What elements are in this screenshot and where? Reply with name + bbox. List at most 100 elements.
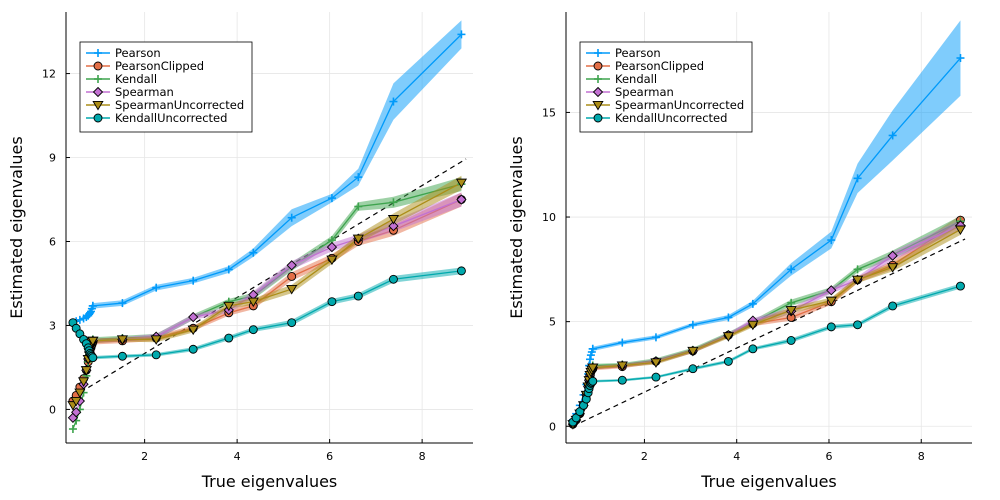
- point-KendallUncorrected-6: [786, 336, 796, 345]
- y-tick-label-1: 3: [49, 319, 56, 332]
- cluster-point-KendallUncorrected-10: [88, 353, 98, 363]
- markers-KendallUncorrected: [588, 281, 965, 386]
- line-SpearmanUncorrected: [92, 182, 462, 342]
- point-KendallUncorrected-4: [224, 333, 234, 343]
- legend-label-PearsonClipped: PearsonClipped: [115, 59, 204, 73]
- point-SpearmanUncorrected-2: [150, 335, 162, 345]
- point-KendallUncorrected-10: [956, 281, 965, 291]
- cluster-point-KendallUncorrected-10: [588, 376, 598, 386]
- plot-area: [567, 20, 967, 430]
- point-KendallUncorrected-4: [723, 356, 733, 366]
- legend-label-Pearson: Pearson: [115, 46, 161, 60]
- markers-PearsonClipped: [588, 215, 965, 374]
- x-tick-label-3: 8: [918, 450, 925, 463]
- point-Spearman-9: [388, 220, 399, 232]
- x-axis-label: True eigenvalues: [201, 472, 338, 491]
- markers-Kendall: [88, 180, 466, 344]
- point-SpearmanUncorrected-3: [187, 325, 199, 336]
- cluster-point-SpearmanUncorrected-1: [70, 396, 82, 407]
- x-tick-label-0: 2: [141, 450, 148, 463]
- x-axis-label: True eigenvalues: [700, 472, 837, 491]
- legend-marker-SpearmanUncorrected: [92, 100, 104, 111]
- markers-Kendall: [588, 217, 965, 370]
- band-KendallUncorrected: [592, 283, 961, 383]
- legend-box: [79, 41, 253, 133]
- point-KendallUncorrected-1: [617, 375, 627, 385]
- legend-label-Kendall: Kendall: [615, 72, 657, 86]
- series-SpearmanUncorrected: [72, 175, 462, 406]
- band-Kendall: [92, 177, 462, 342]
- point-SpearmanUncorrected-3: [687, 346, 699, 357]
- point-SpearmanUncorrected-1: [616, 361, 628, 372]
- legend-label-KendallUncorrected: KendallUncorrected: [115, 111, 227, 125]
- point-KendallUncorrected-8: [853, 320, 863, 330]
- point-SpearmanUncorrected-5: [247, 297, 259, 308]
- cluster-point-SpearmanUncorrected-2: [74, 388, 86, 399]
- legend: PearsonPearsonClippedKendallSpearmanSpea…: [579, 41, 753, 133]
- cluster-point-SpearmanUncorrected-10: [87, 336, 99, 347]
- legend-label-Pearson: Pearson: [615, 46, 661, 60]
- legend-marker-KendallUncorrected: [93, 113, 103, 123]
- point-KendallUncorrected-7: [327, 297, 337, 307]
- band-PearsonClipped: [592, 214, 961, 371]
- point-KendallUncorrected-5: [248, 325, 258, 335]
- legend-label-Spearman: Spearman: [615, 85, 674, 99]
- point-SpearmanUncorrected-7: [825, 296, 837, 307]
- plot-left: 2 4 6 8 0 3 6 9 12 True eigenvalues Estimated eige…: [7, 12, 473, 491]
- point-KendallUncorrected-10: [456, 266, 466, 276]
- legend-label-KendallUncorrected: KendallUncorrected: [615, 111, 727, 125]
- y-tick-label-2: 6: [49, 235, 56, 248]
- y-tick-label-3: 9: [49, 152, 56, 165]
- point-KendallUncorrected-2: [151, 350, 161, 360]
- markers-Pearson: [588, 54, 965, 353]
- y-tick-label-0: 0: [549, 420, 556, 433]
- point-SpearmanUncorrected-4: [722, 332, 734, 342]
- point-Spearman-3: [188, 311, 199, 323]
- y-tick-label-1: 5: [549, 316, 556, 329]
- y-tick-label-4: 12: [42, 68, 56, 81]
- point-SpearmanUncorrected-9: [887, 263, 899, 273]
- point-SpearmanUncorrected-4: [223, 301, 235, 312]
- point-SpearmanUncorrected-7: [326, 255, 338, 266]
- y-axis-label: Estimated eigenvalues: [507, 136, 526, 318]
- legend-marker-PearsonClipped: [593, 61, 603, 71]
- point-Spearman-9: [887, 250, 898, 261]
- point-KendallUncorrected-9: [888, 301, 898, 311]
- legend-marker-KendallUncorrected: [593, 113, 603, 123]
- y-axis-label: Estimated eigenvalues: [7, 136, 26, 318]
- point-SpearmanUncorrected-2: [650, 358, 662, 368]
- x-tick-label-2: 6: [825, 450, 832, 463]
- point-KendallUncorrected-1: [117, 351, 127, 361]
- point-KendallUncorrected-9: [389, 274, 398, 284]
- cluster-point-SpearmanUncorrected-3: [77, 377, 90, 387]
- point-SpearmanUncorrected-6: [785, 306, 797, 316]
- legend-box: [579, 41, 753, 133]
- point-SpearmanUncorrected-10: [954, 225, 967, 236]
- x-tick-label-3: 8: [419, 450, 426, 463]
- legend-marker-SpearmanUncorrected: [592, 100, 604, 111]
- point-SpearmanUncorrected-6: [286, 285, 298, 295]
- band-Pearson: [592, 20, 961, 351]
- point-Spearman-10: [456, 194, 467, 205]
- point-SpearmanUncorrected-1: [116, 335, 129, 345]
- y-tick-label-3: 15: [542, 106, 556, 119]
- point-SpearmanUncorrected-8: [352, 234, 364, 245]
- point-Spearman-7: [326, 241, 338, 253]
- x-tick-label-0: 2: [641, 450, 648, 463]
- point-KendallUncorrected-6: [287, 318, 297, 328]
- series-Spearman: [72, 192, 462, 419]
- low-eigen-cluster: [67, 301, 99, 434]
- line-Spearman: [92, 198, 462, 342]
- cluster-point-SpearmanUncorrected-10: [587, 363, 599, 374]
- reference-line: [572, 238, 966, 427]
- point-SpearmanUncorrected-8: [851, 275, 864, 286]
- y-tick-label-0: 0: [49, 403, 56, 416]
- series-KendallUncorrected: [572, 283, 961, 423]
- point-KendallUncorrected-5: [748, 344, 758, 354]
- line-PearsonClipped: [592, 219, 961, 370]
- y-tick-label-2: 10: [542, 211, 556, 224]
- band-Spearman: [592, 220, 961, 370]
- point-SpearmanUncorrected-5: [747, 320, 759, 331]
- point-SpearmanUncorrected-9: [387, 215, 400, 225]
